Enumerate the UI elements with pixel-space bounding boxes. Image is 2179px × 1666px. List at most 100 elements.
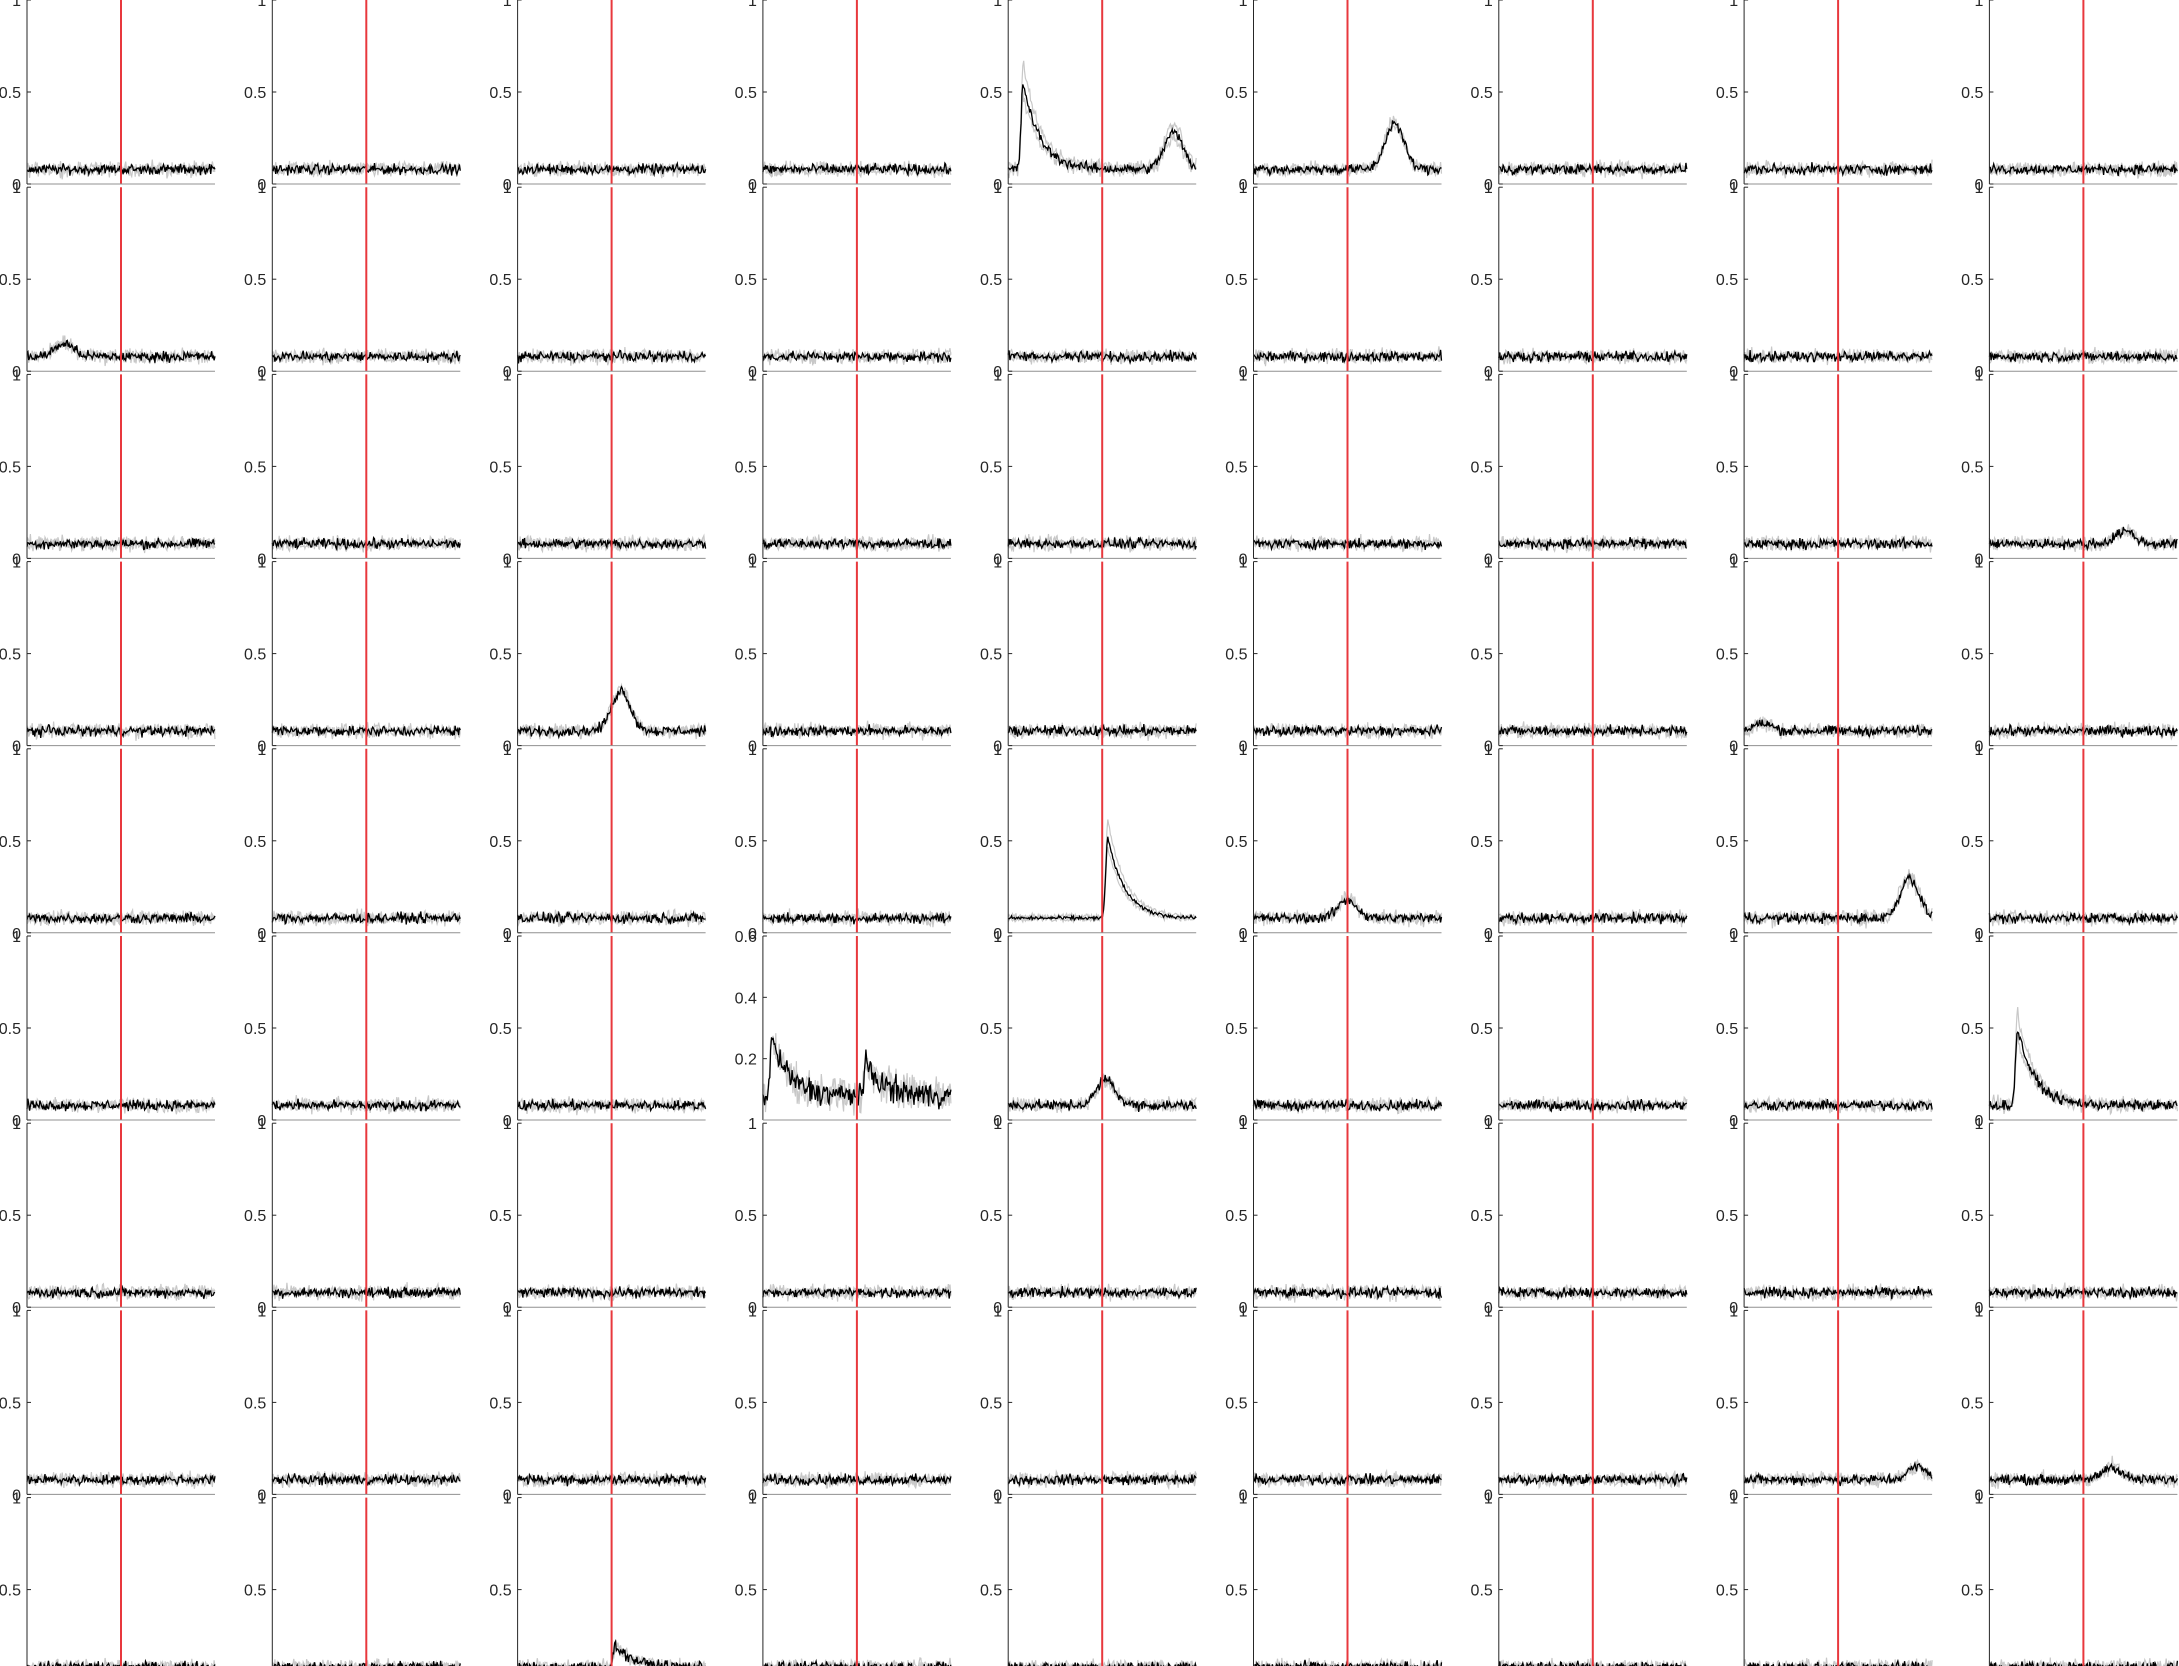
y-tick-label: 0 <box>1484 926 1493 943</box>
y-tick-label: 0 <box>1729 551 1738 568</box>
panel-r8-c5: 00.51 <box>980 1303 1197 1504</box>
y-tick-label: 0.5 <box>1961 647 1983 664</box>
panel-r6-c6: 00.51 <box>1225 929 1443 1130</box>
y-tick-label: 1 <box>1239 1116 1248 1133</box>
y-tick-label: 1 <box>993 180 1002 197</box>
y-tick-label: 0 <box>503 364 512 381</box>
panel-r4-c9: 00.51 <box>1961 555 2178 756</box>
y-tick-label: 0.5 <box>1471 272 1493 289</box>
panel-r9-c2: 00.51 <box>244 1491 461 1666</box>
y-tick-label: 0 <box>503 1113 512 1130</box>
y-tick-label: 0.5 <box>735 459 757 476</box>
y-tick-label: 1 <box>257 1303 266 1320</box>
y-tick-label: 0.5 <box>1716 272 1738 289</box>
y-tick-label: 0 <box>1729 1113 1738 1130</box>
y-tick-label: 0.5 <box>1225 272 1247 289</box>
panel-r6-c5: 00.51 <box>980 929 1197 1130</box>
panel-r2-c4: 00.51 <box>735 180 952 381</box>
y-tick-label: 0.4 <box>735 990 757 1007</box>
panel-r9-c1: 00.51 <box>0 1491 216 1666</box>
y-tick-label: 0 <box>257 364 266 381</box>
panel-r2-c8: 00.51 <box>1716 180 1933 381</box>
y-tick-label: 0 <box>257 1300 266 1317</box>
y-tick-label: 1 <box>12 0 21 10</box>
panel-r7-c8: 00.51 <box>1716 1116 1933 1317</box>
y-tick-label: 0.5 <box>1225 647 1247 664</box>
y-tick-label: 0.5 <box>0 1021 21 1038</box>
y-tick-label: 0 <box>12 739 21 756</box>
y-tick-label: 0.5 <box>489 1395 511 1412</box>
panel-r2-c2: 00.51 <box>244 180 461 381</box>
y-tick-label: 0.5 <box>1961 1208 1983 1225</box>
panel-r3-c9: 00.51 <box>1961 367 2178 568</box>
y-tick-label: 1 <box>1729 1303 1738 1320</box>
y-tick-label: 0.5 <box>244 272 266 289</box>
panel-r5-c3: 00.51 <box>489 742 707 943</box>
y-tick-label: 1 <box>1484 742 1493 759</box>
y-tick-label: 0 <box>257 1487 266 1504</box>
y-tick-label: 0.5 <box>1225 1208 1247 1225</box>
y-tick-label: 1 <box>1729 367 1738 384</box>
panel-r4-c3: 00.51 <box>489 555 707 756</box>
y-tick-label: 1 <box>12 929 21 946</box>
y-tick-label: 1 <box>1239 1303 1248 1320</box>
y-tick-label: 1 <box>993 742 1002 759</box>
panel-r7-c2: 00.51 <box>244 1116 461 1317</box>
panel-r1-c9: 00.51 <box>1961 0 2178 194</box>
y-tick-label: 0.5 <box>1471 459 1493 476</box>
panel-r3-c1: 00.51 <box>0 367 216 568</box>
y-tick-label: 0.5 <box>244 834 266 851</box>
mean-trace <box>1498 1660 1687 1666</box>
y-tick-label: 0.5 <box>0 1395 21 1412</box>
y-tick-label: 1 <box>1974 555 1983 572</box>
y-tick-label: 1 <box>503 1116 512 1133</box>
trial-trace <box>272 1658 461 1666</box>
y-tick-label: 1 <box>503 555 512 572</box>
y-tick-label: 1 <box>1729 180 1738 197</box>
y-tick-label: 1 <box>748 0 757 10</box>
y-tick-label: 0 <box>257 551 266 568</box>
panel-r2-c7: 00.51 <box>1471 180 1688 381</box>
y-tick-label: 0 <box>1239 1487 1248 1504</box>
y-tick-label: 0 <box>12 1113 21 1130</box>
y-tick-label: 0 <box>993 1487 1002 1504</box>
y-tick-label: 1 <box>12 180 21 197</box>
y-tick-label: 0.5 <box>0 1583 21 1600</box>
y-tick-label: 0 <box>1729 364 1738 381</box>
panel-r6-c7: 00.51 <box>1471 929 1688 1130</box>
panel-r5-c2: 00.51 <box>244 742 461 943</box>
panel-r1-c3: 00.51 <box>489 0 707 194</box>
panel-r8-c2: 00.51 <box>244 1303 461 1504</box>
y-tick-label: 1 <box>1239 367 1248 384</box>
y-tick-label: 1 <box>748 180 757 197</box>
y-tick-label: 1 <box>748 1303 757 1320</box>
y-tick-label: 1 <box>12 555 21 572</box>
y-tick-label: 0.5 <box>1961 85 1983 102</box>
y-tick-label: 0 <box>993 739 1002 756</box>
panel-r8-c6: 00.51 <box>1225 1303 1443 1504</box>
y-tick-label: 0.5 <box>1961 459 1983 476</box>
y-tick-label: 0 <box>1974 739 1983 756</box>
y-tick-label: 0.5 <box>0 1208 21 1225</box>
y-tick-label: 0.5 <box>980 647 1002 664</box>
y-tick-label: 1 <box>1239 742 1248 759</box>
y-tick-label: 1 <box>1484 929 1493 946</box>
y-tick-label: 1 <box>1239 180 1248 197</box>
y-tick-label: 0 <box>1239 551 1248 568</box>
y-tick-label: 0 <box>1484 177 1493 194</box>
y-tick-label: 0.5 <box>1716 459 1738 476</box>
panel-r7-c5: 00.51 <box>980 1116 1197 1317</box>
y-tick-label: 0 <box>1729 1487 1738 1504</box>
y-tick-label: 1 <box>12 367 21 384</box>
y-tick-label: 1 <box>993 929 1002 946</box>
y-tick-label: 0.5 <box>1225 1583 1247 1600</box>
y-tick-label: 1 <box>993 1491 1002 1508</box>
y-tick-label: 0 <box>748 1487 757 1504</box>
panel-r6-c2: 00.51 <box>244 929 461 1130</box>
y-tick-label: 0 <box>748 551 757 568</box>
y-tick-label: 0.5 <box>1471 1208 1493 1225</box>
y-tick-label: 0 <box>1974 551 1983 568</box>
y-tick-label: 1 <box>257 367 266 384</box>
panel-r7-c6: 00.51 <box>1225 1116 1443 1317</box>
